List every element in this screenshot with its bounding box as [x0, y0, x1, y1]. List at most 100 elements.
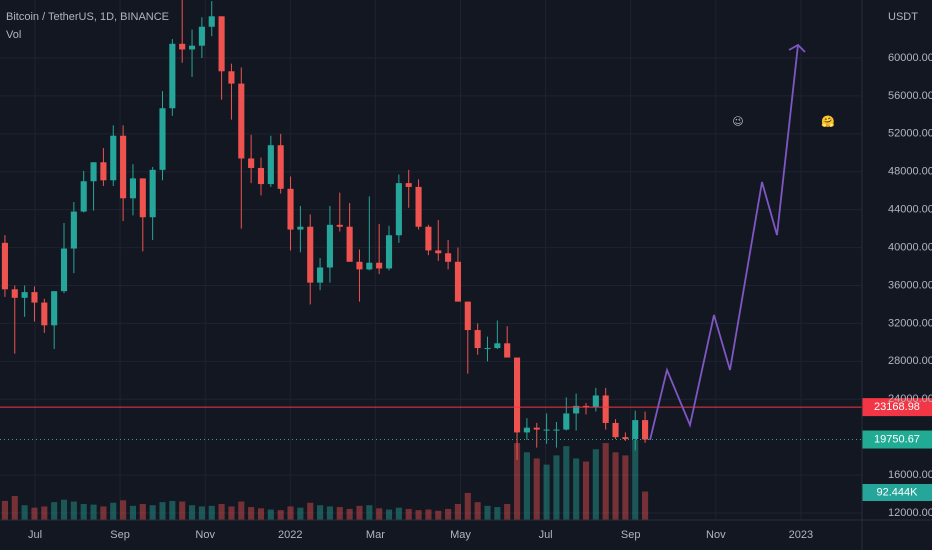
volume-bar	[356, 505, 363, 520]
y-tick-label: 56000.00	[888, 90, 932, 102]
candle-body	[149, 169, 156, 218]
volume-bar	[602, 443, 609, 520]
volume-bar	[307, 502, 314, 520]
y-tick-label: 52000.00	[888, 128, 932, 140]
volume-bar	[376, 508, 383, 520]
candle-body	[385, 235, 393, 269]
volume-pane	[1, 440, 649, 520]
volume-bar	[41, 506, 48, 520]
candle-body	[277, 145, 284, 189]
volume-bar	[464, 492, 471, 520]
candle-body	[494, 343, 501, 349]
y-tick-label: 12000.00	[888, 507, 932, 519]
candle-body	[513, 357, 521, 433]
candle-body	[287, 188, 294, 230]
candle-body	[553, 429, 560, 431]
candle-body	[110, 135, 117, 181]
candle-body	[70, 211, 77, 249]
candle-body	[425, 226, 432, 251]
x-tick-label: Sep	[110, 529, 130, 541]
candle-body	[445, 253, 452, 262]
candle-body	[582, 405, 590, 407]
volume-bar	[188, 505, 196, 520]
symbol-title[interactable]: Bitcoin / TetherUS, 1D, BINANCE	[6, 11, 169, 23]
volume-bar	[612, 452, 619, 520]
volume-bar	[60, 499, 68, 520]
candle-body	[573, 405, 580, 414]
candle-body	[297, 226, 304, 230]
candle-body	[336, 224, 343, 227]
volume-bar	[632, 440, 639, 520]
candle-body	[139, 178, 146, 218]
x-tick-label: Nov	[195, 529, 215, 541]
y-tick-label: 28000.00	[888, 355, 932, 367]
candle-body	[642, 420, 649, 440]
candle-body	[51, 291, 58, 326]
volume-bar	[129, 505, 137, 520]
candle-body	[356, 261, 363, 270]
volume-bar	[159, 502, 166, 520]
indicator-name[interactable]: Vol	[6, 29, 21, 41]
volume-bar	[425, 509, 432, 520]
emoji-annotation: 🤗	[821, 115, 835, 128]
volume-bar	[592, 449, 599, 520]
volume-bar	[149, 505, 156, 520]
volume-label: 92.444K	[877, 486, 919, 498]
candle-body	[1, 242, 8, 290]
volume-bar	[11, 496, 18, 520]
y-tick-label: 36000.00	[888, 279, 932, 291]
x-tick-label: Jul	[539, 529, 553, 541]
candle-body	[454, 261, 462, 302]
volume-bar	[533, 458, 540, 520]
volume-bar	[336, 507, 343, 520]
x-tick-label: Sep	[621, 529, 641, 541]
candle-body	[159, 108, 166, 170]
x-tick-label: 2023	[789, 529, 813, 541]
volume-bar	[228, 506, 235, 520]
currency-label: USDT	[888, 11, 918, 23]
volume-bar	[139, 504, 146, 520]
volume-bar	[405, 508, 412, 520]
candle-body	[464, 301, 471, 331]
volume-bar	[120, 500, 127, 520]
volume-bar	[573, 458, 580, 520]
candle-body	[592, 395, 599, 407]
candle-body	[90, 162, 97, 182]
candle-body	[198, 26, 205, 46]
candle-body	[41, 302, 48, 326]
candle-body	[317, 267, 324, 283]
volume-bar	[90, 504, 97, 520]
candle-body	[267, 145, 274, 185]
candle-body	[405, 183, 412, 187]
overlay: 23168.98 19750.67 92.444K 😉 🤗	[0, 43, 932, 501]
candle-body	[632, 420, 639, 440]
candle-body	[415, 186, 422, 227]
volume-bar	[218, 504, 225, 520]
volume-bar	[484, 505, 491, 520]
candle-body	[129, 178, 137, 199]
candle-body	[523, 427, 530, 433]
projection-line	[649, 44, 799, 441]
volume-bar	[346, 508, 353, 520]
candle-body	[602, 395, 609, 423]
candle-body	[366, 262, 373, 270]
y-tick-label: 16000.00	[888, 469, 932, 481]
volume-bar	[1, 500, 8, 520]
price-label: 23168.98	[874, 401, 920, 413]
volume-bar	[100, 506, 107, 520]
x-tick-label: Jul	[28, 529, 42, 541]
volume-bar	[21, 505, 28, 520]
volume-bar	[51, 502, 58, 520]
volume-bar	[523, 452, 530, 520]
volume-bar	[543, 464, 550, 520]
y-tick-label: 24000.00	[888, 393, 932, 405]
volume-bar	[326, 506, 333, 520]
volume-bar	[445, 508, 452, 520]
candle-body	[248, 158, 255, 168]
volume-label-box	[862, 484, 932, 501]
volume-bar	[179, 501, 186, 520]
volume-bar	[208, 505, 215, 520]
candle-body	[120, 135, 127, 199]
y-tick-label: 60000.00	[888, 52, 932, 64]
